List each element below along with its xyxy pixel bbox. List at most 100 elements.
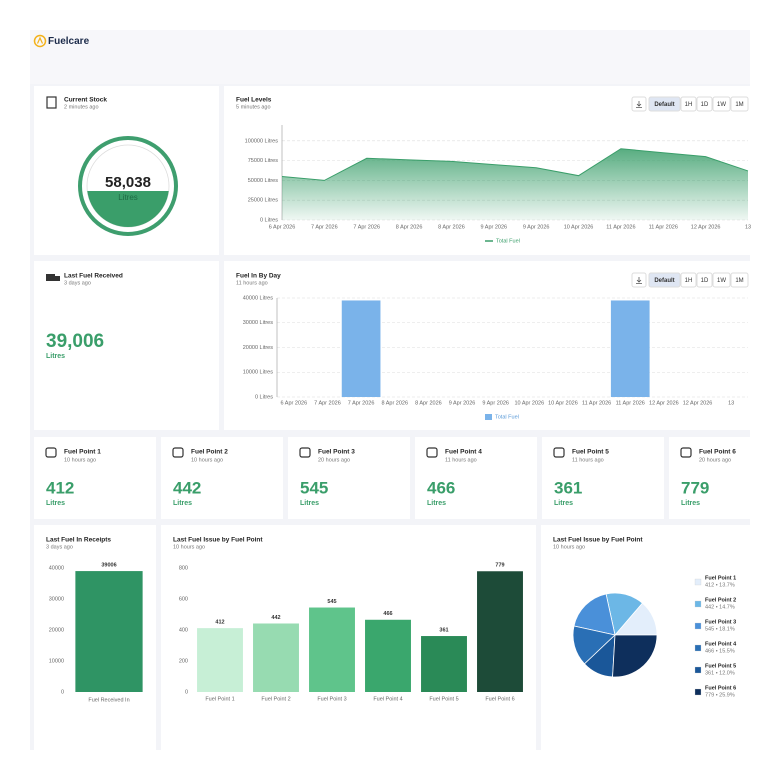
chart-subtitle: 10 hours ago bbox=[173, 544, 205, 550]
range-button[interactable] bbox=[648, 272, 681, 288]
range-button[interactable] bbox=[696, 272, 713, 288]
data-label: 779 bbox=[495, 563, 504, 569]
legend-label: Fuel Point 5 bbox=[705, 663, 736, 669]
card-title: Fuel Point 3 bbox=[318, 449, 355, 456]
card-subtitle: 20 hours ago bbox=[318, 457, 350, 463]
range-label[interactable]: 1W bbox=[717, 102, 726, 108]
x-tick-label: 10 Apr 2026 bbox=[514, 400, 544, 406]
bar bbox=[75, 571, 143, 692]
range-label[interactable]: 1D bbox=[701, 278, 709, 284]
fuel-point-unit: Litres bbox=[554, 500, 573, 507]
range-label[interactable]: Default bbox=[654, 278, 674, 284]
received-value: 39,006 bbox=[46, 331, 104, 352]
fuel-point-unit: Litres bbox=[46, 500, 65, 507]
y-tick-label: 400 bbox=[179, 627, 188, 633]
legend-label: Fuel Point 2 bbox=[705, 597, 736, 603]
area bbox=[282, 148, 748, 220]
x-tick-label: 11 Apr 2026 bbox=[606, 224, 635, 230]
chart-subtitle: 3 days ago bbox=[46, 544, 73, 550]
legend-value: 466 • 15.5% bbox=[705, 648, 735, 654]
chart-subtitle: 11 hours ago bbox=[236, 280, 268, 286]
y-tick-label: 40000 Litres bbox=[243, 295, 274, 301]
x-tick-label: 7 Apr 2026 bbox=[311, 224, 338, 230]
legend-value: 442 • 14.7% bbox=[705, 604, 735, 610]
card-title: Last Fuel Received bbox=[64, 273, 123, 280]
y-tick-label: 200 bbox=[179, 658, 188, 664]
range-label[interactable]: 1M bbox=[735, 102, 743, 108]
pie-slice bbox=[612, 634, 658, 678]
y-tick-label: 800 bbox=[179, 565, 188, 571]
chart-title: Last Fuel Issue by Fuel Point bbox=[553, 537, 643, 544]
legend-swatch bbox=[694, 600, 702, 608]
gauge-fill bbox=[87, 191, 169, 228]
card-subtitle: 10 hours ago bbox=[191, 457, 223, 463]
x-tick-label: 13 bbox=[745, 224, 751, 230]
x-tick-label: 9 Apr 2026 bbox=[449, 400, 476, 406]
pump-icon bbox=[680, 447, 692, 458]
pump-icon bbox=[172, 447, 184, 458]
stock-icon bbox=[46, 96, 57, 109]
legend-label: Fuel Point 3 bbox=[705, 619, 736, 625]
bar bbox=[477, 571, 523, 692]
legend-swatch bbox=[485, 414, 492, 420]
y-tick-label: 0 Litres bbox=[255, 394, 273, 400]
legend-label: Fuel Point 1 bbox=[705, 575, 736, 581]
y-tick-label: 600 bbox=[179, 596, 188, 602]
y-tick-label: 20000 bbox=[49, 627, 64, 633]
chart-subtitle: 5 minutes ago bbox=[236, 104, 271, 110]
card-title: Fuel Point 1 bbox=[64, 449, 101, 456]
bar bbox=[365, 619, 411, 692]
range-label[interactable]: 1H bbox=[685, 278, 693, 284]
y-tick-label: 10000 Litres bbox=[243, 370, 274, 376]
chart-title: Fuel Levels bbox=[236, 97, 272, 104]
fuel-point-unit: Litres bbox=[173, 500, 192, 507]
range-button[interactable] bbox=[648, 96, 681, 112]
pump-icon bbox=[553, 447, 565, 458]
legend-value: 779 • 25.9% bbox=[705, 692, 735, 698]
y-tick-label: 30000 bbox=[49, 596, 64, 602]
range-button[interactable] bbox=[696, 96, 713, 112]
card bbox=[288, 437, 410, 519]
fuel-point-value: 545 bbox=[300, 478, 328, 497]
stock-unit: Litres bbox=[118, 193, 138, 202]
range-button[interactable] bbox=[730, 96, 749, 112]
range-button[interactable] bbox=[712, 96, 731, 112]
range-button[interactable] bbox=[712, 272, 731, 288]
y-tick-label: 75000 Litres bbox=[248, 158, 279, 164]
x-tick-label: 10 Apr 2026 bbox=[564, 224, 594, 230]
range-label[interactable]: 1W bbox=[717, 278, 726, 284]
fuel-point-unit: Litres bbox=[427, 500, 446, 507]
x-tick-label: 10 Apr 2026 bbox=[548, 400, 578, 406]
pie-slice bbox=[573, 593, 616, 636]
x-tick-label: 11 Apr 2026 bbox=[582, 400, 611, 406]
bar bbox=[421, 636, 467, 692]
chart-title: Last Fuel Issue by Fuel Point bbox=[173, 537, 263, 544]
legend-label: Fuel Point 4 bbox=[705, 641, 737, 647]
range-label[interactable]: Default bbox=[654, 102, 674, 108]
y-tick-label: 40000 bbox=[49, 565, 64, 571]
x-tick-label: 7 Apr 2026 bbox=[353, 224, 380, 230]
brand: Fuelcare bbox=[48, 36, 90, 47]
x-tick-label: 12 Apr 2026 bbox=[691, 224, 721, 230]
range-label[interactable]: 1D bbox=[701, 102, 709, 108]
range-button[interactable] bbox=[680, 96, 697, 112]
card bbox=[542, 437, 664, 519]
card-title: Fuel Point 6 bbox=[699, 449, 736, 456]
logo-mark bbox=[36, 36, 44, 44]
fuel-point-value: 412 bbox=[46, 478, 74, 497]
stock-value: 58,038 bbox=[105, 174, 151, 191]
range-label[interactable]: 1M bbox=[735, 278, 743, 284]
data-label: 39006 bbox=[101, 563, 116, 569]
legend-swatch bbox=[694, 622, 702, 630]
pump-icon bbox=[426, 447, 438, 458]
range-button[interactable] bbox=[730, 272, 749, 288]
fuel-point-value: 779 bbox=[681, 478, 709, 497]
range-label[interactable]: 1H bbox=[685, 102, 693, 108]
legend-value: 545 • 18.1% bbox=[705, 626, 735, 632]
card bbox=[34, 261, 219, 430]
range-button[interactable] bbox=[680, 272, 697, 288]
fuel-point-unit: Litres bbox=[300, 500, 319, 507]
data-label: 361 bbox=[439, 627, 448, 633]
legend-swatch bbox=[694, 688, 702, 696]
y-tick-label: 0 bbox=[185, 689, 188, 695]
